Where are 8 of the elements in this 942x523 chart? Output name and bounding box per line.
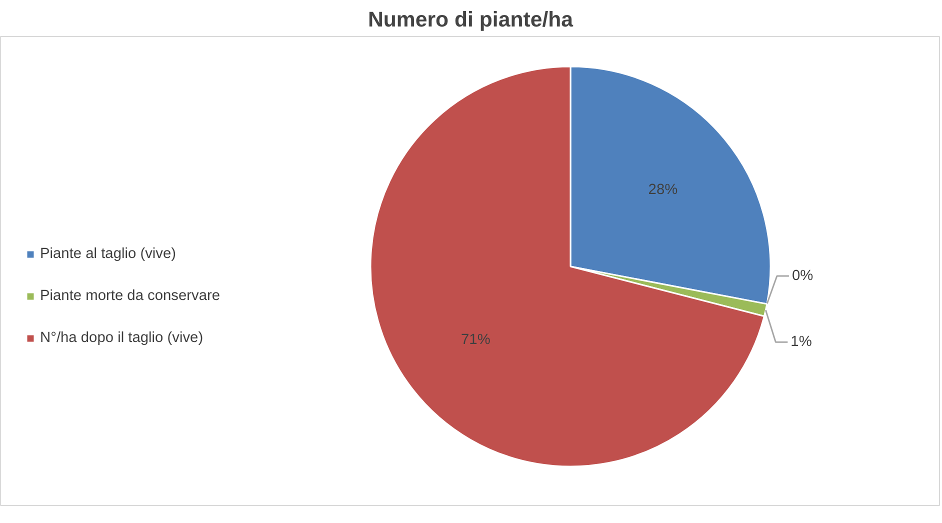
chart-title: Numero di piante/ha	[368, 8, 574, 32]
legend-label: Piante morte da conservare	[40, 288, 220, 304]
data-label: 28%	[648, 182, 678, 198]
data-label: 1%	[790, 334, 812, 350]
legend-label: N°/ha dopo il taglio (vive)	[40, 330, 204, 346]
data-label: 71%	[461, 332, 490, 348]
text: 0%	[792, 268, 814, 284]
legend-label: Piante al taglio (vive)	[40, 246, 176, 262]
